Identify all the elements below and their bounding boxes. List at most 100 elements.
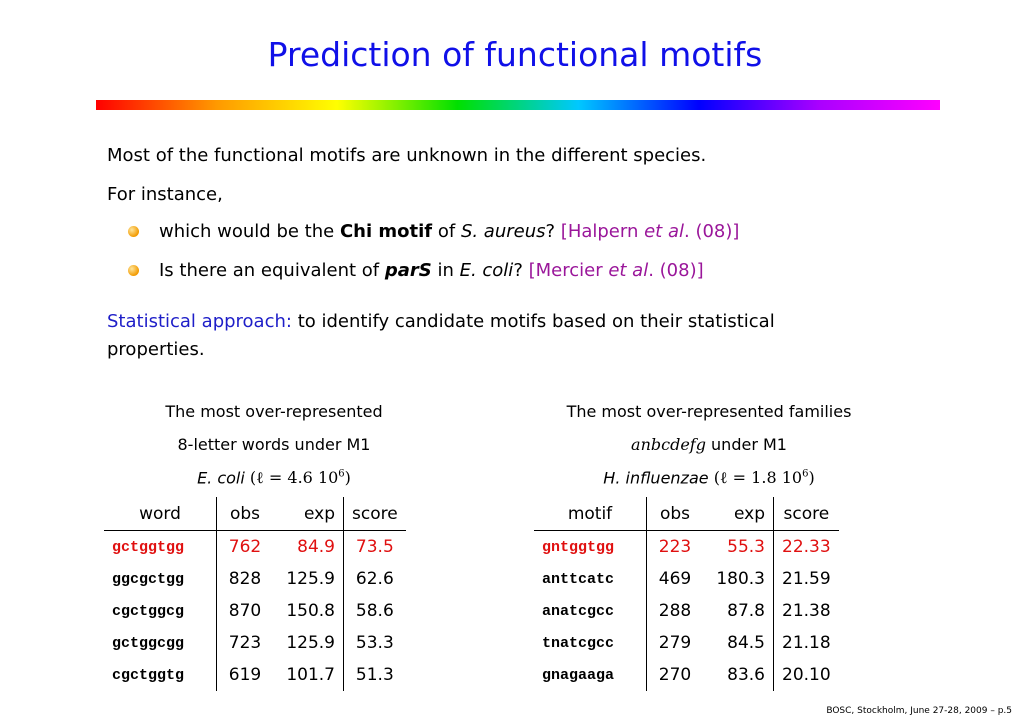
motif-cell: anatcgcc — [534, 595, 647, 627]
right-table-caption-1: The most over-represented families — [566, 402, 852, 421]
right-motif-table: motif obs exp score gntggtgg 223 55.3 22… — [534, 497, 839, 691]
motif-cell: gnagaaga — [534, 659, 647, 691]
score-cell: 73.5 — [355, 537, 394, 557]
reference-etal: et al — [644, 221, 684, 242]
species-name: E. coli — [459, 260, 514, 281]
right-table-caption-3: H. influenzae (ℓ = 1.8 106) — [534, 470, 884, 486]
obs-cell: 619 — [228, 665, 262, 685]
approach-line: Statistical approach: to identify candid… — [107, 313, 775, 331]
score-cell: 53.3 — [355, 633, 394, 653]
table-row: anatcgcc 288 87.8 21.38 — [534, 595, 839, 627]
obs-cell: 870 — [228, 601, 262, 621]
obs-cell: 288 — [658, 601, 692, 621]
word-cell: gctggcgg — [104, 627, 217, 659]
word-cell: gctggtgg — [104, 530, 217, 563]
bullet-text: ? — [513, 260, 529, 281]
score-cell: 21.38 — [782, 601, 831, 621]
column-header: word — [104, 497, 217, 531]
score-cell: 62.6 — [355, 569, 394, 589]
word-cell: cgctggtg — [104, 659, 217, 691]
reference-text: . (08)] — [648, 260, 704, 281]
exp-cell: 87.8 — [703, 595, 774, 627]
bullet-text: Is there an equivalent of — [159, 260, 385, 281]
reference-citation: [Halpern et al. (08)] — [561, 221, 740, 242]
exp-cell: 84.5 — [703, 627, 774, 659]
approach-line-2: properties. — [107, 339, 205, 360]
reference-text: [Mercier — [528, 260, 609, 281]
score-cell: 51.3 — [355, 665, 394, 685]
rainbow-divider — [96, 100, 940, 110]
left-motif-table: word obs exp score gctggtgg 762 84.9 73.… — [104, 497, 406, 691]
motif-cell: gntggtgg — [534, 530, 647, 563]
column-header: score — [773, 497, 839, 531]
bullet-item-pars: Is there an equivalent of parS in E. col… — [159, 262, 704, 280]
length-exponent: 6 — [802, 469, 809, 480]
column-header: score — [343, 497, 406, 531]
bullet-bold-term: parS — [384, 260, 432, 281]
score-cell: 20.10 — [782, 665, 831, 685]
table-row: cgctggcg 870 150.8 58.6 — [104, 595, 406, 627]
exp-cell: 180.3 — [703, 563, 774, 595]
column-header: exp — [273, 497, 344, 531]
reference-text: [Halpern — [560, 221, 645, 242]
column-header: obs — [646, 497, 703, 531]
exp-cell: 150.8 — [273, 595, 344, 627]
genome-length: (ℓ = 1.8 106) — [714, 468, 815, 487]
bullet-bold-term: Chi motif — [339, 221, 433, 242]
obs-cell: 828 — [228, 569, 262, 589]
bullet-text: of — [432, 221, 461, 242]
slide-footer: BOSC, Stockholm, June 27-28, 2009 – p.5 — [826, 706, 1012, 716]
left-table-caption-2: 8-letter words under M1 — [177, 435, 371, 454]
exp-cell: 83.6 — [703, 659, 774, 691]
reference-text: . (08)] — [684, 221, 740, 242]
intro-line: Most of the functional motifs are unknow… — [107, 145, 707, 166]
obs-cell: 723 — [228, 633, 262, 653]
table-row: gctggcgg 723 125.9 53.3 — [104, 627, 406, 659]
column-header: exp — [703, 497, 774, 531]
exp-cell: 84.9 — [273, 530, 344, 563]
bullet-text: in — [431, 260, 460, 281]
left-table-caption-1: The most over-represented — [165, 402, 383, 421]
obs-cell: 270 — [658, 665, 692, 685]
bullet-item-chi: which would be the Chi motif of S. aureu… — [159, 223, 739, 241]
family-pattern: anbcdefg — [631, 435, 706, 454]
table-header-row: motif obs exp score — [534, 497, 839, 531]
table-header-row: word obs exp score — [104, 497, 406, 531]
for-instance-line: For instance, — [107, 184, 223, 205]
word-cell: ggcgctgg — [104, 563, 217, 595]
reference-citation: [Mercier et al. (08)] — [529, 260, 704, 281]
bullet-icon — [128, 226, 139, 237]
exp-cell: 125.9 — [273, 563, 344, 595]
obs-cell: 223 — [658, 537, 692, 557]
column-header: motif — [534, 497, 647, 531]
left-table-caption-3: E. coli (ℓ = 4.6 106) — [104, 470, 444, 486]
reference-etal: et al — [608, 260, 649, 281]
motif-cell: tnatcgcc — [534, 627, 647, 659]
table-row: cgctggtg 619 101.7 51.3 — [104, 659, 406, 691]
bullet-text: ? — [545, 221, 561, 242]
bullet-icon — [128, 265, 139, 276]
obs-cell: 762 — [228, 537, 262, 557]
table-row: ggcgctgg 828 125.9 62.6 — [104, 563, 406, 595]
right-table-caption-2: anbcdefg under M1 — [534, 437, 884, 453]
length-text: (ℓ = 4.6 10 — [249, 468, 339, 488]
species-name: E. coli — [197, 468, 245, 488]
genome-length: (ℓ = 4.6 106) — [250, 468, 351, 487]
length-text: ) — [808, 468, 815, 488]
length-exponent: 6 — [338, 469, 345, 480]
table-row: tnatcgcc 279 84.5 21.18 — [534, 627, 839, 659]
caption-text: under M1 — [705, 435, 787, 454]
table-row: anttcatc 469 180.3 21.59 — [534, 563, 839, 595]
approach-text: to identify candidate motifs based on th… — [291, 311, 775, 332]
length-text: (ℓ = 1.8 10 — [713, 468, 803, 488]
obs-cell: 469 — [658, 569, 692, 589]
table-row: gnagaaga 270 83.6 20.10 — [534, 659, 839, 691]
motif-cell: anttcatc — [534, 563, 647, 595]
approach-label: Statistical approach: — [107, 311, 292, 332]
word-cell: cgctggcg — [104, 595, 217, 627]
slide-title: Prediction of functional motifs — [267, 35, 763, 74]
bullet-text: which would be the — [159, 221, 340, 242]
score-cell: 21.59 — [782, 569, 831, 589]
score-cell: 58.6 — [355, 601, 394, 621]
exp-cell: 101.7 — [273, 659, 344, 691]
